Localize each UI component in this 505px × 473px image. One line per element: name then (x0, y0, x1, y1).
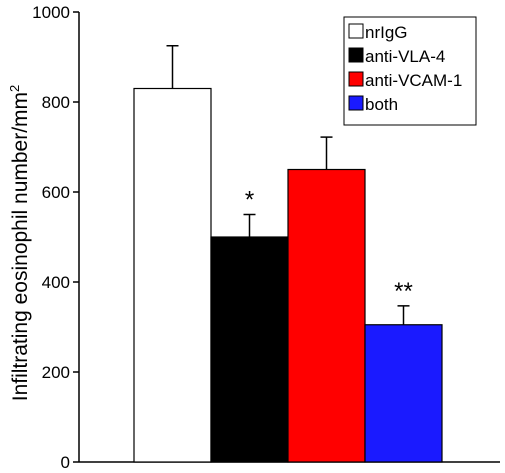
legend-swatch-anti-vla-4 (348, 47, 364, 63)
y-tick-label: 200 (42, 363, 70, 382)
legend-label-nrigg: nrIgG (365, 23, 408, 42)
y-tick-label: 800 (42, 93, 70, 112)
legend-label-anti-vcam-1: anti-VCAM-1 (365, 71, 462, 90)
y-axis-title: Infiltrating eosinophil number/mm2 (7, 85, 32, 402)
y-axis-title-main: Infiltrating eosinophil number/mm (9, 92, 32, 401)
significance-anti-vla-4: * (245, 187, 254, 214)
legend-label-anti-vla-4: anti-VLA-4 (365, 47, 445, 66)
legend-swatch-both (348, 95, 364, 111)
y-tick-label: 400 (42, 273, 70, 292)
axes: 0 200 400 600 800 1000 Infiltrating eosinophil… (7, 3, 500, 472)
legend-swatch-nrigg (348, 23, 364, 39)
y-tick-label: 0 (61, 453, 70, 472)
bar-both (364, 324, 443, 463)
bar-anti-vcam-1 (287, 168, 366, 463)
bars: *** (133, 45, 443, 463)
legend-swatch-anti-vcam-1 (348, 71, 364, 87)
y-axis-title-superscript: 2 (7, 85, 22, 92)
bar-anti-vla-4 (210, 236, 289, 463)
legend-label-both: both (365, 95, 398, 114)
legend-box (343, 16, 477, 126)
bar-nrigg (133, 87, 212, 463)
legend: nrIgG anti-VLA-4 anti-VCAM-1 both (343, 16, 477, 126)
significance-both: ** (394, 278, 413, 305)
y-tick-label: 1000 (32, 3, 70, 22)
y-tick-label: 600 (42, 183, 70, 202)
